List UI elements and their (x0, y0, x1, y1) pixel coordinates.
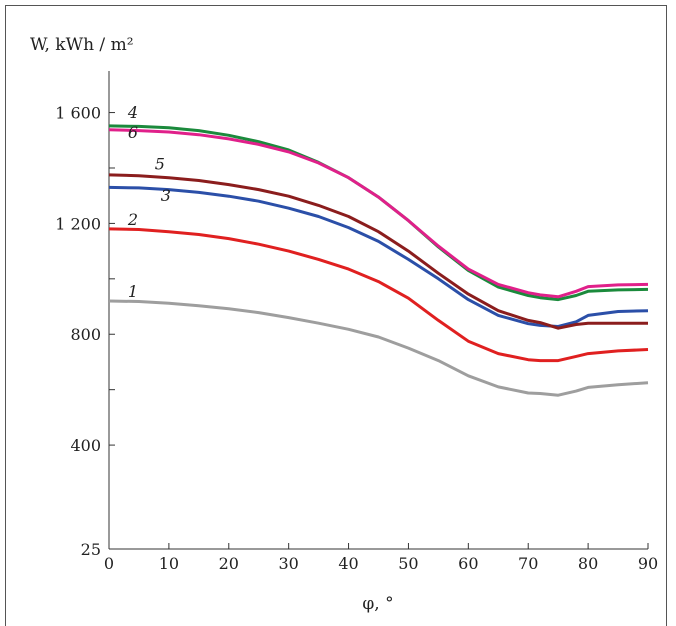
x-tick-label-4: 40 (338, 554, 358, 573)
series-line-1 (108, 299, 649, 397)
x-tick-label-5: 50 (398, 554, 418, 573)
x-tick-label-2: 20 (219, 554, 239, 573)
line-chart: W, kWh / m² φ, ° 0 10 20 30 40 50 60 70 80 902540… (30, 35, 658, 614)
y-tick-label-4: 1 600 (55, 104, 101, 123)
y-tick-label-3: 1 200 (55, 214, 101, 233)
y-axis-title: W, kWh / m² (30, 35, 134, 55)
series-line-3 (108, 185, 649, 328)
series-lines (108, 124, 649, 397)
x-tick-label-7: 70 (518, 554, 538, 573)
series-label-3: 3 (161, 186, 171, 205)
figure-frame: W, kWh / m² φ, ° 0 10 20 30 40 50 60 70 80 90 25 40… (5, 5, 667, 626)
y-tick-label-0: 25 (81, 540, 101, 559)
series-label-1: 1 (128, 282, 138, 301)
series-label-5: 5 (155, 154, 165, 173)
x-tick-label-8: 80 (578, 554, 598, 573)
x-tick-label-6: 60 (458, 554, 478, 573)
series-line-2 (108, 227, 649, 363)
series-line-4 (108, 124, 649, 302)
x-tick-label-3: 30 (278, 554, 298, 573)
series-label-6: 6 (128, 123, 138, 142)
series-line-6 (108, 128, 649, 299)
series-label-4: 4 (127, 103, 138, 122)
x-tick-label-1: 10 (159, 554, 179, 573)
x-tick-label-0: 0 (104, 554, 114, 573)
series-labels: 1 2 3 4 56 (127, 103, 171, 301)
y-tick-label-1: 400 (70, 436, 101, 455)
series-label-2: 2 (127, 210, 138, 229)
x-axis-title: φ, ° (362, 594, 393, 614)
y-tick-label-2: 800 (70, 325, 101, 344)
x-tick-label-9: 90 (638, 554, 658, 573)
series-line-5 (108, 173, 648, 330)
